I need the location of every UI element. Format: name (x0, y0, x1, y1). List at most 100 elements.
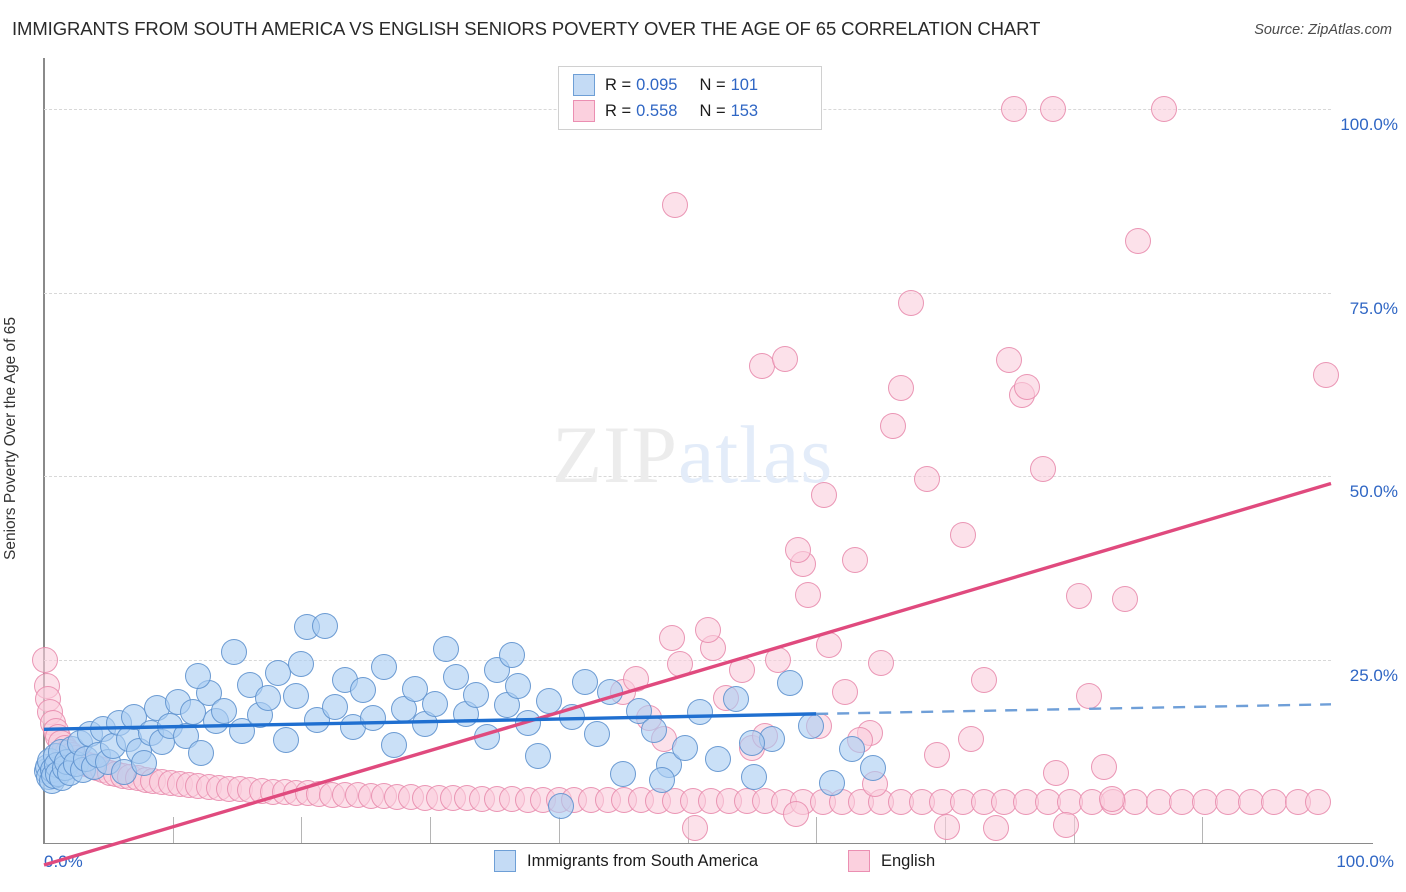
data-point (1065, 583, 1092, 610)
data-point (254, 684, 281, 711)
data-point (422, 690, 449, 717)
data-point (610, 761, 637, 788)
data-point (381, 731, 408, 758)
data-point (741, 763, 768, 790)
r-label-pink: R = (605, 101, 632, 120)
n-label-pink: N = (699, 101, 726, 120)
data-point (1312, 361, 1339, 388)
data-point (32, 646, 59, 673)
legend-swatch-immigrants (573, 74, 595, 96)
y-tick-label-500: 50.0% (1349, 482, 1398, 502)
data-point (525, 743, 552, 770)
gridline-750 (44, 292, 1331, 294)
data-point (723, 686, 750, 713)
watermark-atlas: atlas (678, 409, 834, 500)
y-tick-label-250: 25.0% (1349, 665, 1398, 685)
data-point (785, 536, 812, 563)
data-point (1099, 785, 1126, 812)
bottom-legend-label-english: English (881, 851, 936, 870)
legend-swatch-english (573, 100, 595, 122)
data-point (705, 746, 732, 773)
data-point (288, 650, 315, 677)
data-point (798, 712, 825, 739)
data-point (682, 815, 709, 842)
x-tick-2 (301, 817, 303, 843)
r-value-blue: 0.095 (636, 75, 678, 94)
data-point (1001, 96, 1028, 123)
data-point (1042, 759, 1069, 786)
data-point (350, 677, 377, 704)
bottom-legend-item-english[interactable]: English (848, 850, 935, 872)
data-point (1145, 788, 1172, 815)
data-point (818, 769, 845, 796)
x-tick-6 (816, 817, 818, 843)
data-point (499, 642, 526, 669)
data-point (1305, 788, 1332, 815)
data-point (1029, 455, 1056, 482)
n-value-pink: 153 (730, 101, 759, 120)
data-point (321, 693, 348, 720)
data-point (1112, 586, 1139, 613)
data-point (859, 755, 886, 782)
stats-legend-row-pink: R = 0.558 N = 153 (573, 99, 758, 123)
data-point (432, 636, 459, 663)
x-tick-9 (1202, 817, 1204, 843)
data-point (185, 662, 212, 689)
source-attribution: Source: ZipAtlas.com (1254, 22, 1392, 38)
data-point (983, 815, 1010, 842)
data-point (898, 290, 925, 317)
zipatlas-watermark: ZIPatlas (552, 408, 833, 502)
data-point (1238, 788, 1265, 815)
n-value-blue: 101 (730, 75, 759, 94)
page-title: IMMIGRANTS FROM SOUTH AMERICA VS ENGLISH… (12, 18, 1041, 39)
data-point (839, 736, 866, 763)
data-point (504, 673, 531, 699)
data-point (473, 724, 500, 751)
data-point (816, 631, 843, 658)
data-point (687, 699, 714, 726)
data-point (463, 681, 490, 708)
x-tick-1 (172, 817, 174, 843)
data-point (1040, 96, 1066, 123)
data-point (661, 191, 688, 218)
data-point (272, 727, 299, 754)
stats-legend: R = 0.095 N = 101 R = 0.558 N = 153 (558, 66, 822, 130)
data-point (671, 734, 698, 761)
data-point (831, 678, 858, 705)
x-tick-label-max: 100.0% (1336, 852, 1394, 871)
data-point (283, 683, 310, 710)
data-point (514, 709, 541, 736)
bottom-legend-swatch-english (848, 850, 870, 872)
r-label-blue: R = (605, 75, 632, 94)
y-axis-title: Seniors Poverty Over the Age of 65 (2, 317, 19, 560)
data-point (360, 705, 387, 732)
n-label-blue: N = (699, 75, 726, 94)
data-point (1124, 228, 1151, 255)
data-point (1122, 788, 1149, 815)
data-point (728, 656, 755, 683)
data-point (782, 800, 809, 827)
data-point (1191, 788, 1218, 815)
data-point (1261, 788, 1288, 815)
data-point (221, 639, 248, 666)
bottom-legend-swatch-immigrants (494, 850, 516, 872)
data-point (1014, 373, 1041, 400)
bottom-legend-item-immigrants[interactable]: Immigrants from South America (494, 850, 758, 872)
gridline-500 (44, 476, 1331, 478)
data-point (666, 650, 693, 677)
data-point (1076, 683, 1103, 710)
data-point (880, 413, 907, 440)
data-point (996, 347, 1023, 374)
data-point (777, 670, 804, 697)
data-point (659, 624, 686, 651)
data-point (913, 466, 940, 493)
data-point (311, 612, 338, 639)
data-point (188, 740, 214, 767)
data-point (265, 659, 292, 686)
data-point (1168, 788, 1195, 815)
data-point (924, 741, 951, 768)
data-point (1091, 753, 1118, 780)
stats-legend-row-blue: R = 0.095 N = 101 (573, 73, 758, 97)
data-point (535, 687, 562, 714)
